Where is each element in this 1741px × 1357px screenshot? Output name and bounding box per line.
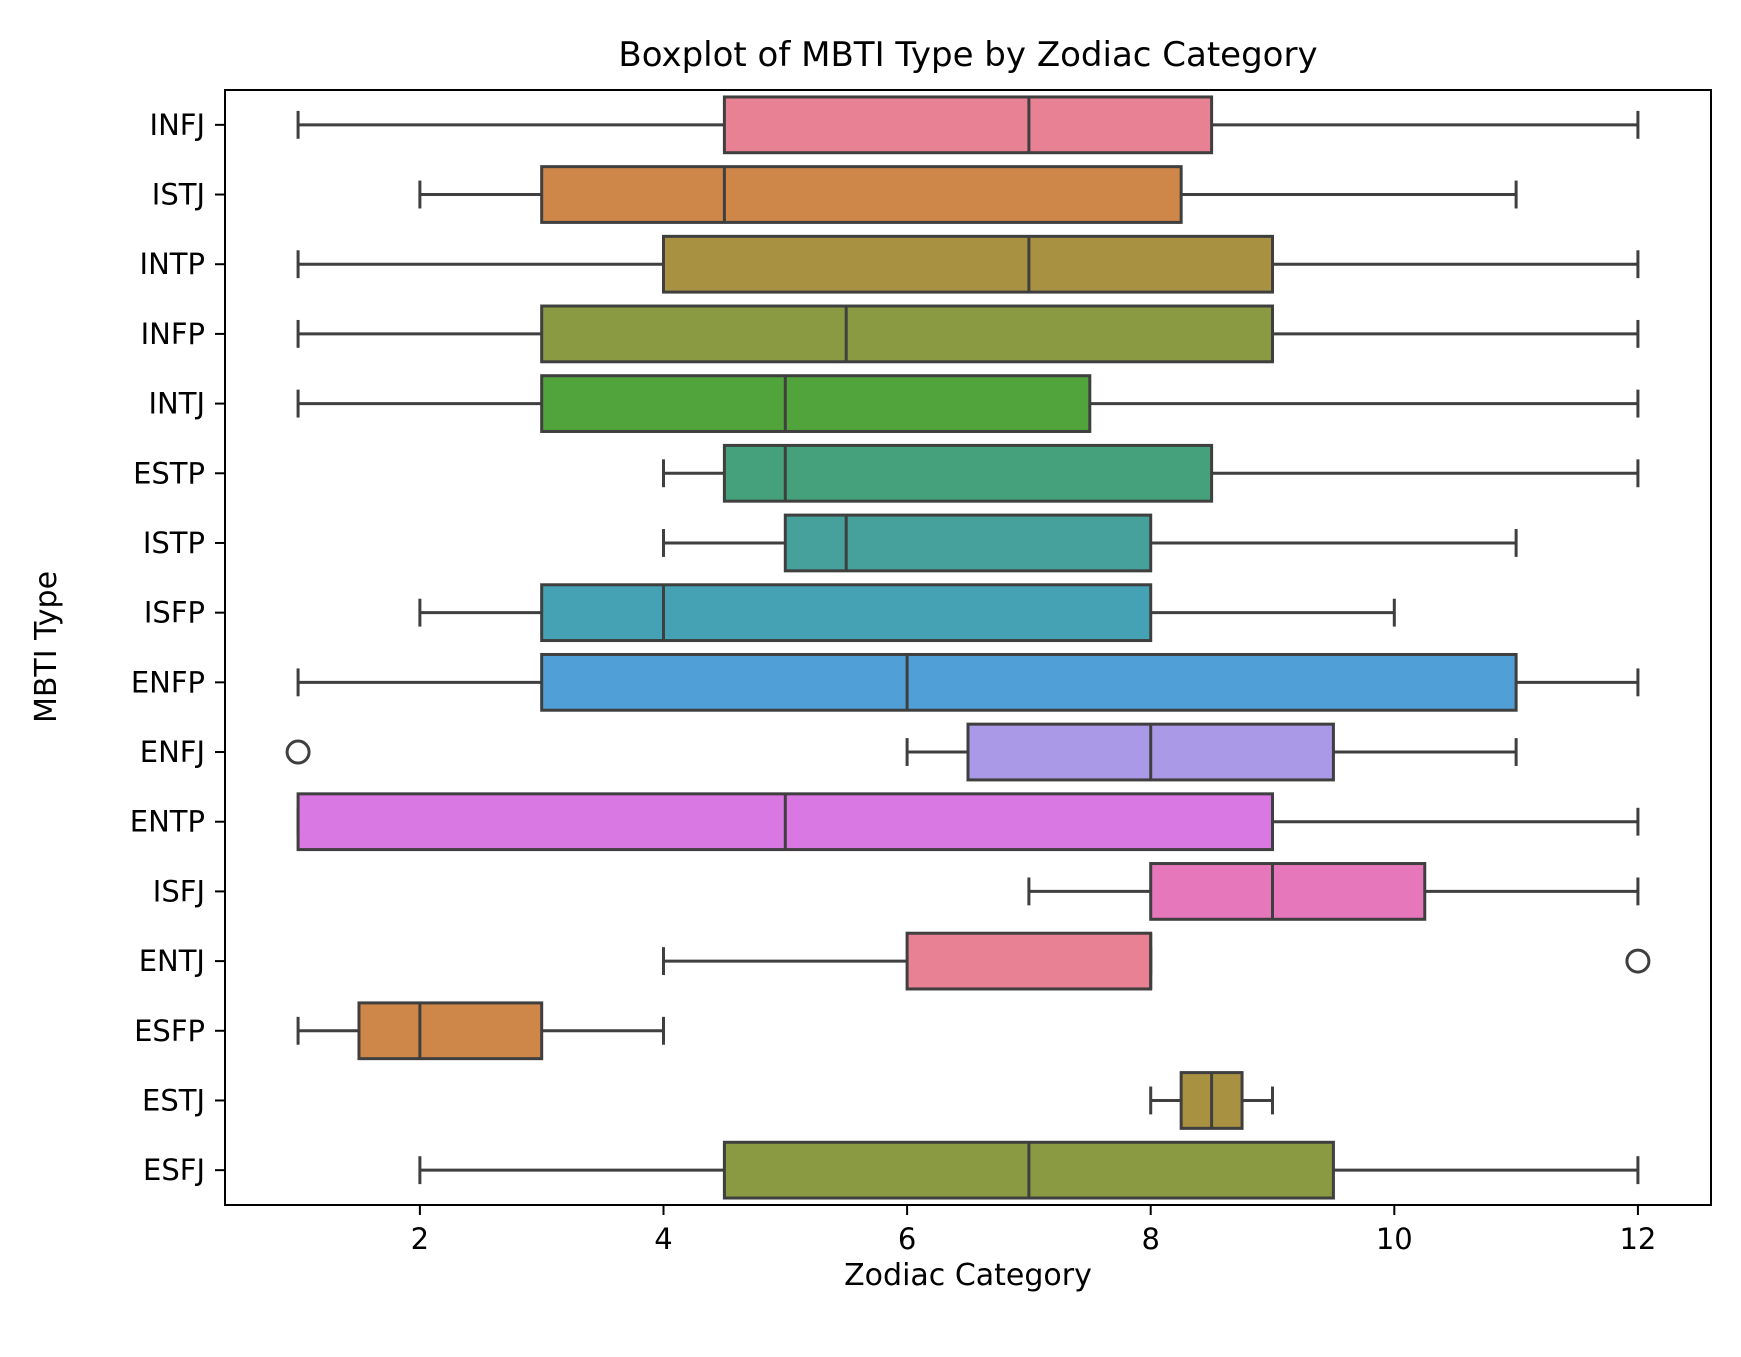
iqr-box bbox=[540, 652, 1518, 712]
x-tick-label: 6 bbox=[898, 1222, 916, 1256]
y-tick-label: ESFP bbox=[134, 1014, 205, 1048]
y-tick-label: ISFP bbox=[144, 596, 205, 630]
box-enfp bbox=[296, 652, 1640, 712]
plot-area bbox=[285, 95, 1651, 1200]
y-tick-label: ESTP bbox=[133, 456, 205, 490]
y-tick-label: ENTP bbox=[130, 805, 205, 839]
x-axis-label: Zodiac Category bbox=[844, 1258, 1092, 1293]
y-axis: INFJ ISTJ INTP INFP INTJ ESTP ISTP ISFP ENFP ENFJ… bbox=[130, 108, 225, 1187]
plot-frame bbox=[224, 89, 1712, 1206]
box-esfj bbox=[418, 1140, 1640, 1200]
box-esfp bbox=[296, 1001, 665, 1061]
y-tick-label: INFJ bbox=[150, 108, 205, 142]
y-tick-label: ESTJ bbox=[142, 1083, 205, 1117]
iqr-box bbox=[540, 374, 1092, 433]
y-tick-label: ENFJ bbox=[140, 735, 205, 769]
y-tick-label: ISTP bbox=[143, 526, 205, 560]
chart-title: Boxplot of MBTI Type by Zodiac Category bbox=[618, 35, 1317, 75]
iqr-box bbox=[540, 583, 1153, 643]
box-istp bbox=[661, 513, 1518, 573]
box-entj bbox=[661, 931, 1651, 991]
y-tick-label: ISTJ bbox=[152, 178, 205, 212]
iqr-box bbox=[540, 165, 1183, 224]
outlier-point bbox=[285, 739, 311, 765]
y-tick-label: INTJ bbox=[148, 387, 205, 421]
box-entp bbox=[296, 792, 1640, 852]
box-isfp bbox=[418, 583, 1396, 643]
iqr-box bbox=[540, 304, 1275, 364]
box-isfj bbox=[1027, 862, 1640, 921]
iqr-box bbox=[661, 234, 1275, 294]
iqr-box bbox=[722, 95, 1214, 155]
y-tick-label: ESFJ bbox=[143, 1153, 205, 1187]
box-intp bbox=[296, 234, 1640, 294]
box-intj bbox=[296, 374, 1640, 433]
box-estp bbox=[661, 443, 1640, 503]
box-enfj bbox=[285, 722, 1518, 782]
outlier-point bbox=[1625, 948, 1651, 974]
iqr-box bbox=[357, 1001, 544, 1061]
iqr-box bbox=[783, 513, 1153, 573]
box-estj bbox=[1149, 1071, 1275, 1130]
box-istj bbox=[418, 165, 1518, 224]
x-tick-label: 12 bbox=[1619, 1222, 1656, 1256]
x-tick-label: 2 bbox=[411, 1222, 429, 1256]
y-tick-label: ENTJ bbox=[139, 944, 205, 978]
x-axis: 2 4 6 8 10 12 bbox=[411, 1205, 1656, 1256]
y-axis-label: MBTI Type bbox=[29, 571, 64, 723]
box-infj bbox=[296, 95, 1640, 155]
y-tick-label: ISFJ bbox=[153, 874, 205, 908]
y-tick-label: INTP bbox=[140, 247, 205, 281]
x-tick-label: 10 bbox=[1376, 1222, 1413, 1256]
iqr-box bbox=[905, 931, 1153, 991]
x-tick-label: 4 bbox=[654, 1222, 672, 1256]
y-tick-label: INFP bbox=[141, 317, 205, 351]
iqr-box bbox=[722, 443, 1214, 503]
box-infp bbox=[296, 304, 1640, 364]
iqr-box bbox=[1149, 862, 1427, 921]
x-tick-label: 8 bbox=[1141, 1222, 1159, 1256]
y-tick-label: ENFP bbox=[131, 665, 205, 699]
